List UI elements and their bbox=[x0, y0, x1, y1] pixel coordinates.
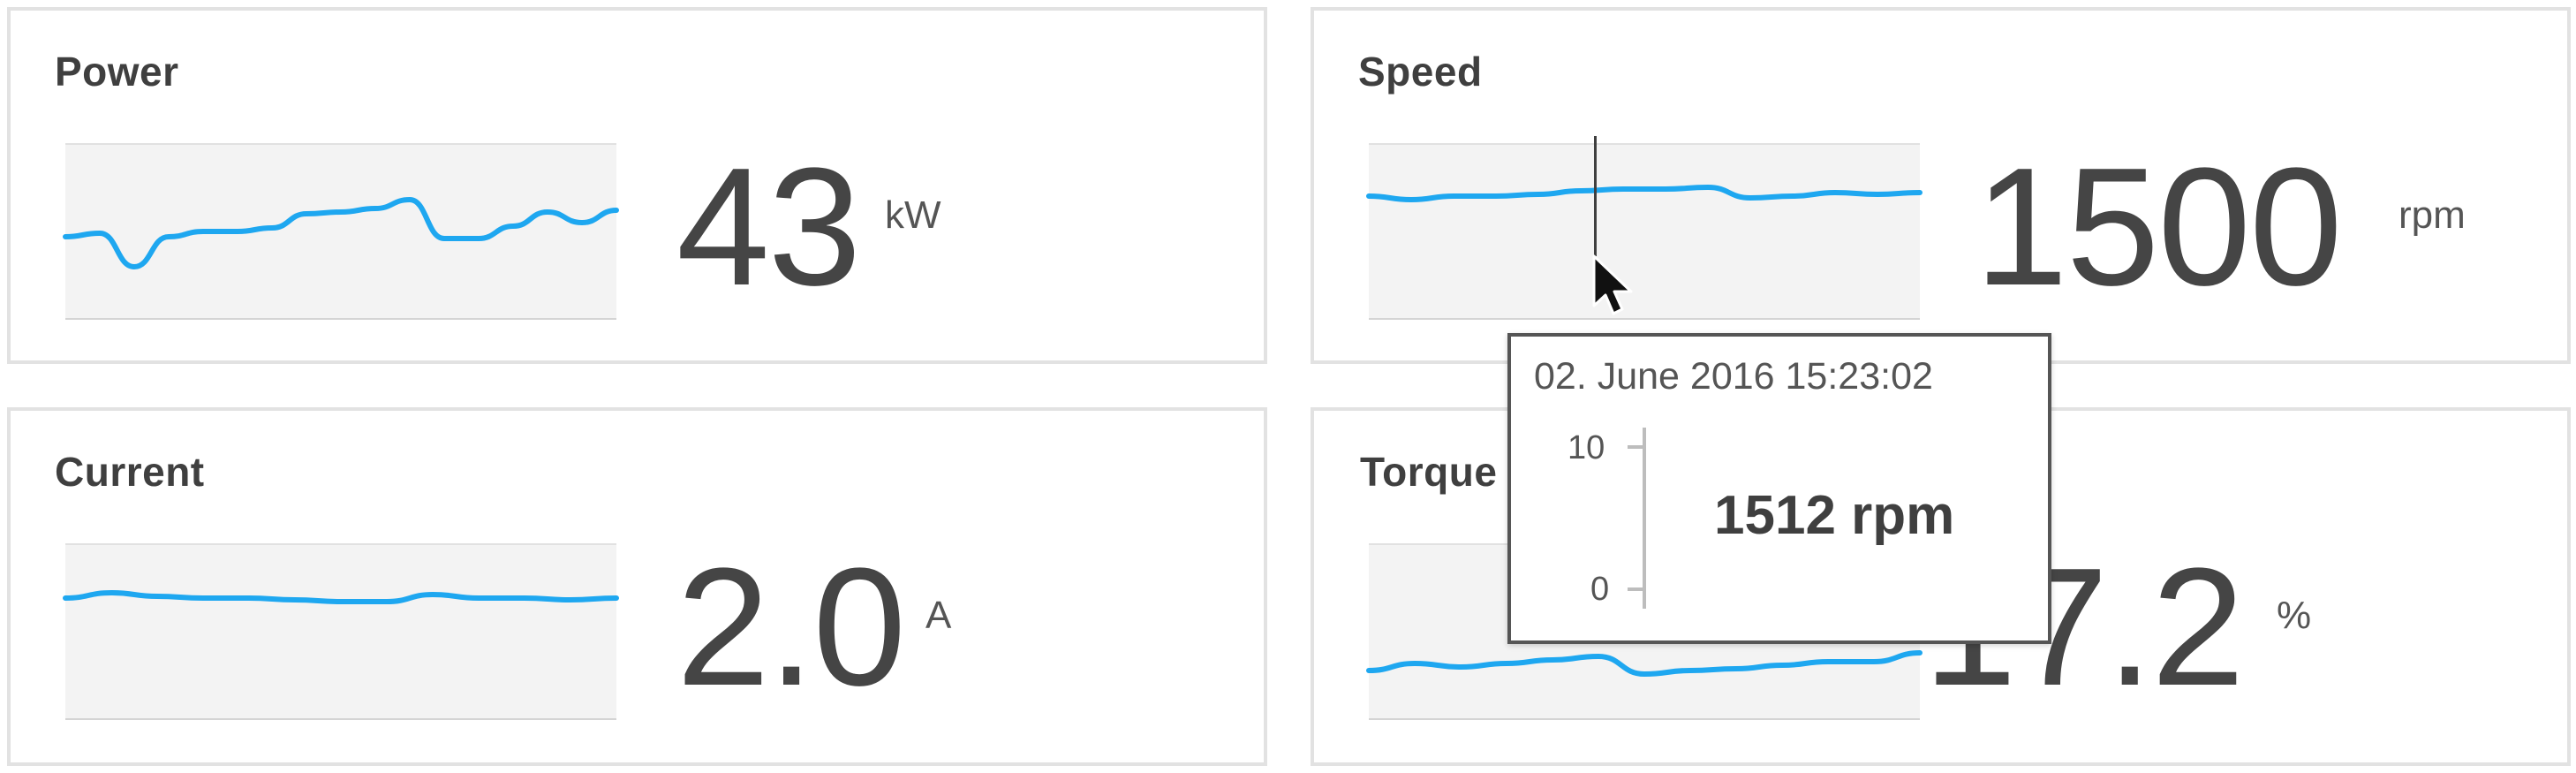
tooltip-scale-min: 0 bbox=[1590, 571, 1610, 608]
tooltip-scale-max: 10 bbox=[1568, 429, 1605, 466]
current-sparkline-line bbox=[63, 590, 619, 604]
speed-hover-line bbox=[1594, 136, 1597, 256]
speed-unit: rpm bbox=[2398, 193, 2466, 237]
speed-tooltip: 02. June 2016 15:23:02 10 0 1512 rpm bbox=[1507, 333, 2051, 644]
speed-value-block: 1500 rpm bbox=[1975, 134, 2540, 329]
power-sparkline[interactable] bbox=[63, 143, 619, 320]
tooltip-scale bbox=[1628, 428, 1646, 609]
current-sparkline[interactable] bbox=[63, 543, 619, 720]
current-value-block: 2.0 A bbox=[676, 534, 1171, 729]
speed-panel: Speed 1500 rpm bbox=[1311, 7, 2571, 364]
power-unit: kW bbox=[885, 193, 941, 237]
mouse-pointer-icon bbox=[1592, 254, 1633, 315]
speed-title: Speed bbox=[1358, 49, 1483, 95]
current-panel: Current 2.0 A bbox=[7, 407, 1267, 766]
power-sparkline-background bbox=[65, 143, 616, 320]
power-panel: Power 43 kW bbox=[7, 7, 1267, 364]
speed-sparkline[interactable] bbox=[1366, 143, 1923, 320]
torque-unit: % bbox=[2277, 594, 2312, 637]
speed-value: 1500 bbox=[1975, 133, 2343, 321]
torque-sparkline-line bbox=[1366, 650, 1923, 677]
current-sparkline-background bbox=[65, 543, 616, 720]
current-title: Current bbox=[55, 449, 205, 495]
tooltip-timestamp: 02. June 2016 15:23:02 bbox=[1534, 355, 1933, 398]
current-unit: A bbox=[925, 594, 952, 637]
speed-sparkline-background bbox=[1369, 143, 1920, 320]
speed-sparkline-line bbox=[1366, 185, 1923, 202]
power-sparkline-line bbox=[63, 197, 619, 269]
current-value: 2.0 bbox=[676, 534, 906, 721]
power-value-block: 43 kW bbox=[676, 134, 1171, 329]
power-title: Power bbox=[55, 49, 179, 95]
torque-title: Torque bbox=[1360, 449, 1498, 495]
power-value: 43 bbox=[676, 133, 861, 321]
tooltip-value: 1512 rpm bbox=[1714, 485, 1955, 546]
